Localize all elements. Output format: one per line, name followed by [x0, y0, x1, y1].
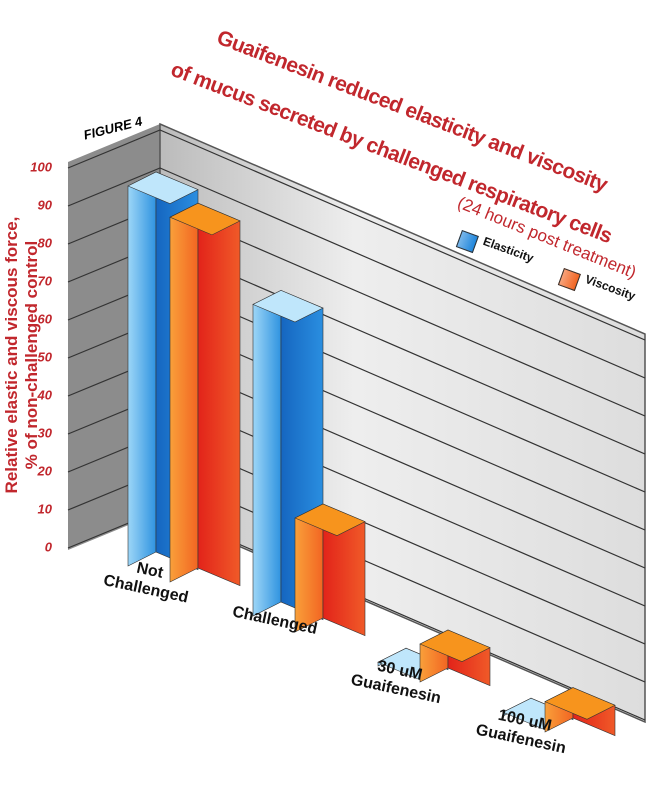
bar-side	[197, 202, 241, 587]
bar-top	[294, 503, 366, 536]
y-axis-label-line: % of non-challenged control	[22, 240, 41, 470]
bar-face	[127, 171, 157, 567]
y-tick-label: 0	[45, 539, 53, 554]
bar	[169, 202, 241, 587]
y-tick-label: 100	[30, 159, 52, 174]
bar-top	[544, 687, 616, 720]
y-axis-label-line: Relative elastic and viscous force,	[2, 216, 21, 494]
bar	[419, 629, 491, 687]
grid-line	[67, 129, 646, 341]
y-tick-label: 70	[38, 273, 53, 288]
y-axis-label: Relative elastic and viscous force, % of…	[2, 155, 42, 555]
y-tick-label: 80	[38, 235, 53, 250]
grid-line	[67, 167, 646, 379]
y-tick-label: 10	[38, 501, 53, 516]
bar-top	[169, 202, 241, 236]
bar-face	[169, 202, 199, 583]
bar-face	[252, 289, 282, 617]
bar	[544, 687, 616, 737]
bar-top	[127, 171, 199, 204]
y-tick-label: 60	[38, 311, 53, 326]
bar	[294, 503, 366, 637]
y-tick-label: 20	[37, 463, 53, 478]
y-tick-label: 90	[38, 197, 53, 212]
bars	[127, 171, 616, 737]
y-tick-label: 40	[37, 387, 53, 402]
y-tick-label: 50	[38, 349, 53, 364]
y-tick-label: 30	[38, 425, 53, 440]
bar-top	[419, 629, 491, 662]
bar-top	[252, 290, 324, 323]
